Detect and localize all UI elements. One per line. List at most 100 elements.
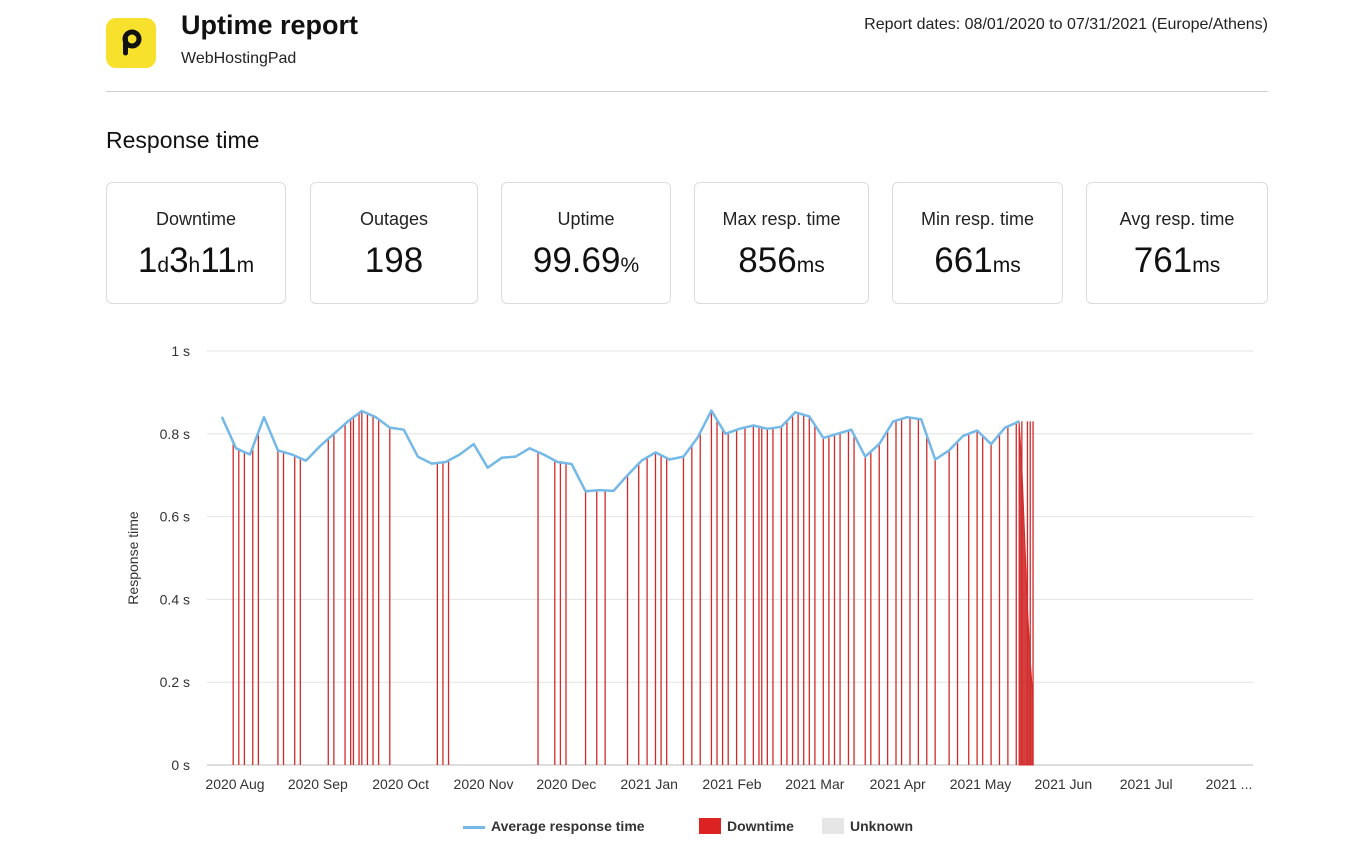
data-point	[375, 416, 377, 419]
x-tick-label: 2020 Sep	[288, 776, 348, 792]
y-tick-label: 0.2 s	[160, 674, 190, 690]
legend-label-unknown[interactable]: Unknown	[850, 818, 913, 834]
data-point	[221, 416, 223, 419]
data-point	[514, 455, 517, 458]
x-tick-label: 2021 Jul	[1120, 776, 1173, 792]
data-point	[948, 449, 950, 452]
data-point	[500, 457, 503, 459]
data-point	[612, 490, 615, 492]
data-point	[402, 428, 405, 431]
legend-swatch-unknown	[822, 818, 844, 834]
data-point	[962, 435, 964, 437]
y-tick-label: 0.6 s	[160, 509, 190, 525]
data-point	[528, 447, 531, 450]
data-point	[766, 428, 769, 430]
data-point	[696, 437, 699, 439]
x-tick-label: 2021 May	[950, 776, 1011, 792]
stat-value: 99.69%	[532, 241, 640, 280]
y-tick-label: 0.4 s	[160, 591, 190, 607]
data-point	[724, 433, 727, 435]
stat-label: Uptime	[557, 209, 615, 229]
data-point	[277, 449, 279, 452]
data-point	[291, 453, 293, 456]
data-point	[794, 411, 797, 414]
stat-label: Max resp. time	[722, 209, 841, 229]
data-point	[333, 433, 335, 435]
stat-label: Downtime	[155, 209, 237, 229]
data-point	[752, 424, 755, 427]
data-point	[319, 445, 321, 448]
data-point	[416, 455, 419, 458]
stat-value: 1d3h11m	[137, 241, 255, 280]
data-point	[361, 410, 363, 412]
data-point	[584, 490, 587, 493]
stat-label: Min resp. time	[920, 209, 1035, 229]
report-subtitle: WebHostingPad	[181, 50, 297, 67]
data-point	[389, 426, 391, 429]
data-point	[654, 451, 657, 454]
data-point	[682, 455, 685, 458]
x-tick-label: 2020 Nov	[454, 776, 514, 792]
y-tick-label: 0 s	[171, 757, 190, 773]
data-point	[444, 461, 447, 463]
stat-value: 198	[364, 241, 424, 280]
data-point	[263, 416, 265, 419]
data-point	[878, 443, 881, 445]
x-tick-label: 2020 Dec	[536, 776, 596, 792]
x-tick-label: 2021 Feb	[702, 776, 761, 792]
data-point	[472, 443, 475, 445]
x-tick-label: 2021 Apr	[870, 776, 926, 792]
x-tick-label: 2021 Jan	[620, 776, 678, 792]
x-tick-label: 2020 Aug	[205, 776, 264, 792]
data-point	[668, 458, 671, 461]
stat-card-avg-resp-time: Avg resp. time 761ms	[1086, 182, 1268, 304]
stat-card-min-resp-time: Min resp. time 661ms	[892, 182, 1063, 304]
data-point	[598, 489, 601, 491]
report-title: Uptime report	[181, 10, 359, 40]
data-point	[640, 459, 643, 462]
report-dates: Report dates: 08/01/2020 to 07/31/2021 (…	[864, 16, 1268, 33]
data-point	[626, 474, 629, 477]
data-point	[1018, 420, 1020, 423]
p-letter-icon	[122, 29, 142, 56]
stat-card-uptime: Uptime 99.69%	[501, 182, 671, 304]
data-point	[486, 466, 489, 469]
x-tick-label: 2021 ...	[1206, 776, 1253, 792]
data-point	[808, 415, 811, 418]
section-title: Response time	[106, 127, 260, 153]
data-point	[864, 455, 867, 458]
data-point	[556, 461, 559, 463]
data-point	[458, 453, 461, 456]
stat-label: Outages	[359, 209, 429, 229]
data-point	[836, 433, 839, 435]
data-point	[570, 463, 573, 465]
response-time-chart: 0 s 0.2 s 0.4 s 0.6 s 0.8 s 1 s Response time 2…	[125, 343, 1253, 792]
x-tick-label: 2021 Mar	[785, 776, 844, 792]
stat-value: 761ms	[1133, 241, 1221, 280]
data-point	[347, 420, 349, 423]
data-point	[430, 462, 433, 465]
data-point	[906, 416, 908, 419]
data-point	[249, 453, 251, 456]
app-logo	[106, 18, 156, 68]
x-tick-label: 2021 Jun	[1035, 776, 1093, 792]
stat-card-downtime: Downtime 1d3h11m	[106, 182, 286, 304]
data-point	[305, 459, 307, 462]
data-point	[934, 458, 936, 461]
y-axis-label: Response time	[125, 511, 141, 605]
stat-card-max-resp-time: Max resp. time 856ms	[694, 182, 869, 304]
header-divider	[106, 91, 1268, 92]
data-point	[780, 425, 783, 428]
x-tick-label: 2020 Oct	[372, 776, 429, 792]
data-point	[542, 453, 545, 456]
data-point	[892, 420, 895, 423]
stat-value: 856ms	[738, 241, 825, 280]
legend-label-downtime[interactable]: Downtime	[727, 818, 794, 834]
legend-label-average[interactable]: Average response time	[491, 818, 645, 834]
data-point	[738, 428, 741, 430]
data-point	[850, 428, 853, 431]
legend-swatch-average	[463, 826, 485, 829]
y-tick-label: 0.8 s	[160, 426, 190, 442]
stat-value: 661ms	[934, 241, 1021, 280]
data-point	[822, 437, 825, 439]
